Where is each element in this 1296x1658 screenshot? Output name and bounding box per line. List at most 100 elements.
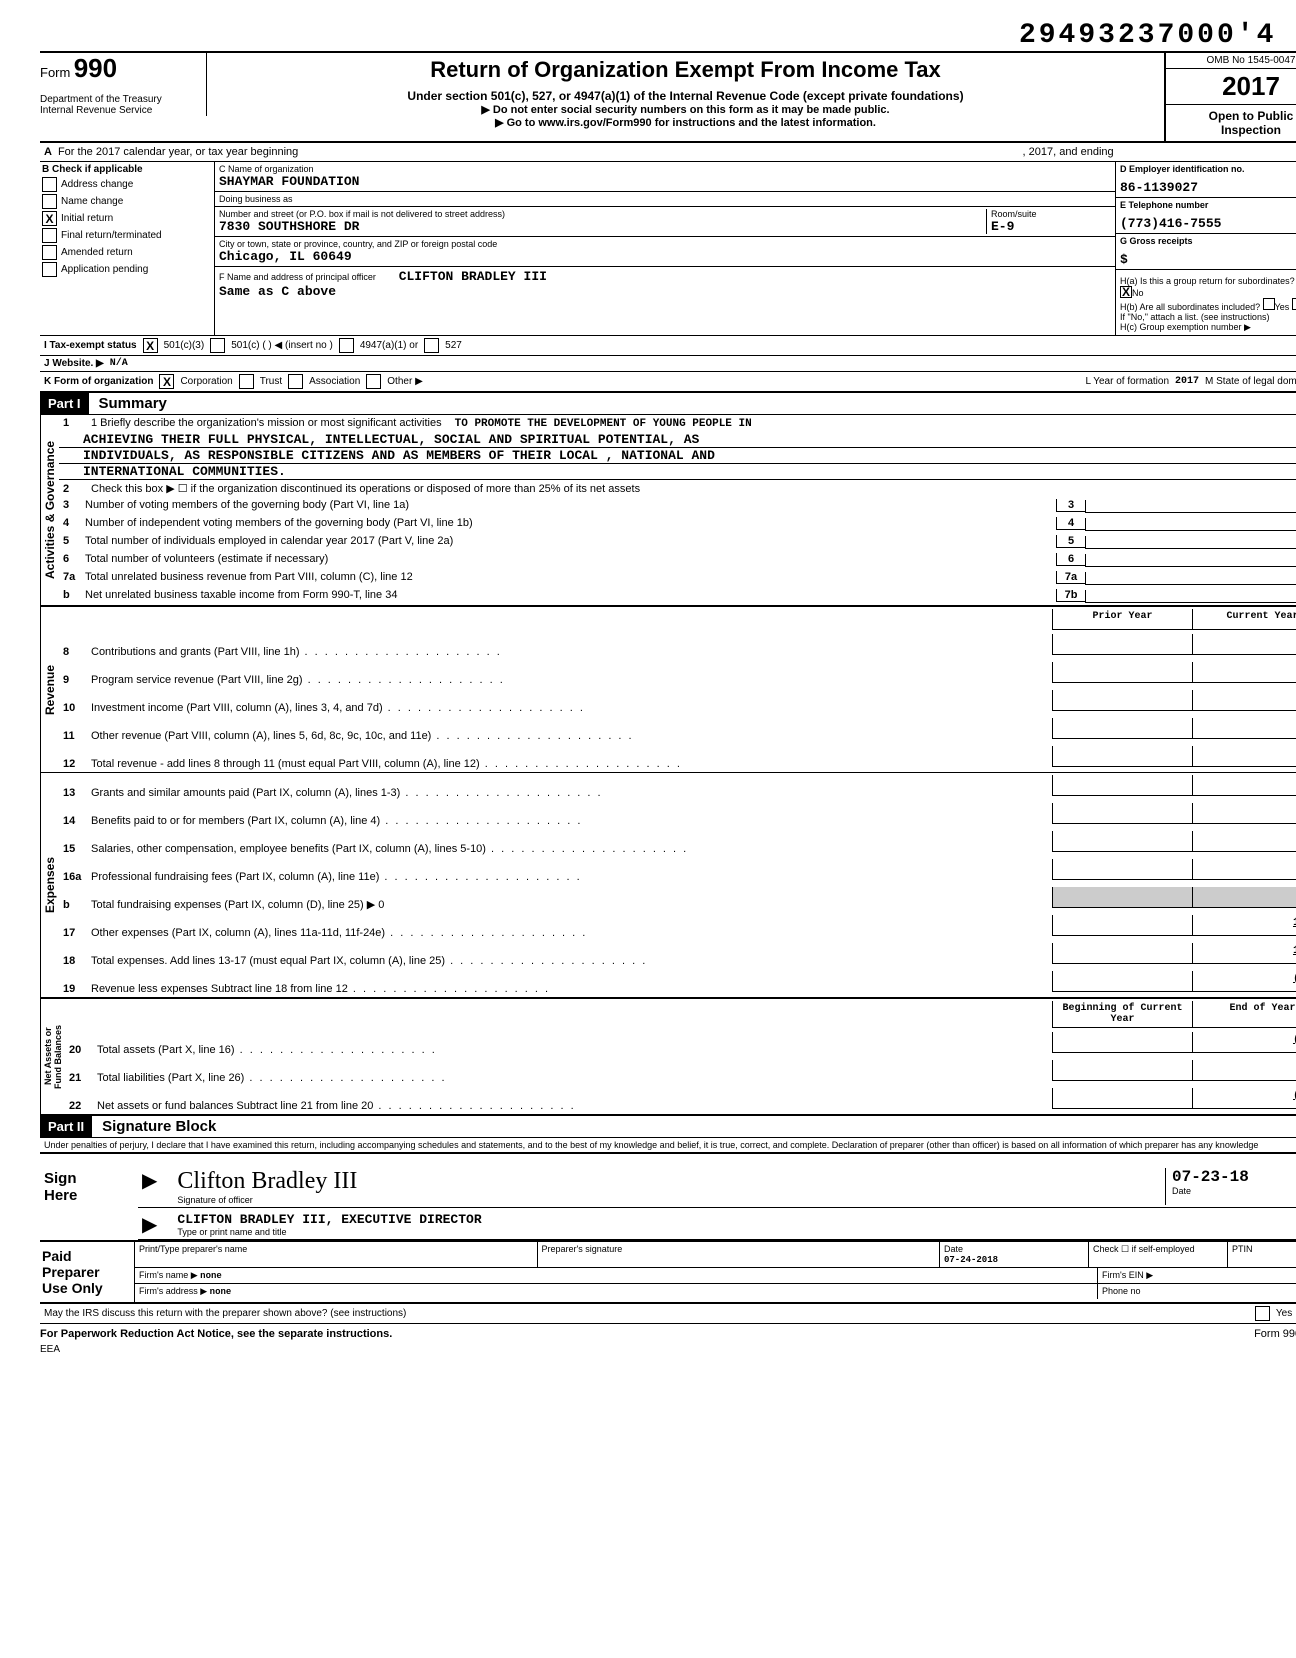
firm-ein-caption: Firm's EIN ▶	[1098, 1268, 1296, 1283]
preparer-name-hdr: Print/Type preparer's name	[135, 1242, 538, 1267]
line-8: Contributions and grants (Part VIII, lin…	[91, 646, 1046, 658]
ein-caption: D Employer identification no.	[1120, 164, 1296, 174]
column-d-e-g-h: D Employer identification no. 86-1139027…	[1115, 162, 1296, 335]
line-7b: Net unrelated business taxable income fr…	[85, 589, 1056, 601]
line-15: Salaries, other compensation, employee b…	[91, 843, 1046, 855]
dba-caption: Doing business as	[219, 194, 293, 204]
tax-year: 2017	[1166, 69, 1296, 105]
signature-block: Sign Here ▶ Clifton Bradley III Signatur…	[40, 1152, 1296, 1240]
h-a-question: H(a) Is this a group return for subordin…	[1120, 276, 1295, 286]
org-name-caption: C Name of organization	[219, 164, 1111, 174]
dollar-sign: $	[1120, 252, 1128, 267]
eea-mark: EEA	[40, 1344, 1296, 1355]
phone: (773)416-7555	[1120, 216, 1296, 231]
phone-caption: E Telephone number	[1120, 200, 1296, 210]
preparer-date: 07-24-2018	[944, 1255, 998, 1265]
line-12: Total revenue - add lines 8 through 11 (…	[91, 758, 1046, 770]
line-13: Grants and similar amounts paid (Part IX…	[91, 787, 1046, 799]
vert-governance: Activities & Governance	[40, 415, 59, 605]
line-20: Total assets (Part X, line 16)	[97, 1044, 1046, 1056]
mission-line-2: INDIVIDUALS, AS RESPONSIBLE CITIZENS AND…	[59, 448, 1296, 464]
scan-id: 29493237000'4 8	[40, 20, 1296, 51]
dept-irs: Internal Revenue Service	[40, 105, 200, 116]
chk-trust[interactable]	[239, 374, 254, 389]
chk-501c[interactable]	[210, 338, 225, 353]
chk-527[interactable]	[424, 338, 439, 353]
dept-treasury: Department of the Treasury	[40, 94, 200, 105]
governance-section: Activities & Governance 1 1 Briefly desc…	[40, 414, 1296, 605]
preparer-sig-hdr: Preparer's signature	[538, 1242, 941, 1267]
chk-application-pending[interactable]	[42, 262, 57, 277]
form-number: 990	[74, 53, 117, 83]
part-i-header: Part I Summary	[40, 391, 1296, 414]
paid-preparer-label: Paid Preparer Use Only	[40, 1242, 135, 1302]
line-16b: Total fundraising expenses (Part IX, col…	[91, 898, 1046, 911]
expenses-section: Expenses 13Grants and similar amounts pa…	[40, 772, 1296, 997]
firm-address: none	[210, 1287, 232, 1297]
section-b-c-d: B Check if applicable Address change Nam…	[40, 161, 1296, 335]
line-14: Benefits paid to or for members (Part IX…	[91, 815, 1046, 827]
line-11: Other revenue (Part VIII, column (A), li…	[91, 730, 1046, 742]
org-name: SHAYMAR FOUNDATION	[219, 174, 1111, 189]
row-a-tax-year: A For the 2017 calendar year, or tax yea…	[40, 141, 1296, 161]
chk-final-return[interactable]	[42, 228, 57, 243]
ptin-hdr: PTIN	[1228, 1242, 1296, 1267]
line-5: Total number of individuals employed in …	[85, 535, 1056, 547]
line-9: Program service revenue (Part VIII, line…	[91, 674, 1046, 686]
row-k-form-org: K Form of organization XCorporation Trus…	[40, 371, 1296, 391]
form-label: Form	[40, 65, 70, 80]
row-j-website: J Website. ▶ N/A	[40, 355, 1296, 371]
officer-name-title: CLIFTON BRADLEY III, EXECUTIVE DIRECTOR	[177, 1212, 481, 1227]
firm-name: none	[200, 1271, 222, 1281]
line-10: Investment income (Part VIII, column (A)…	[91, 702, 1046, 714]
form-subtitle: Under section 501(c), 527, or 4947(a)(1)…	[221, 89, 1150, 103]
hdr-prior-year: Prior Year	[1052, 609, 1192, 630]
h-c-group-exemption: H(c) Group exemption number ▶	[1120, 322, 1296, 333]
vert-net-assets: Net Assets or Fund Balances	[40, 999, 65, 1114]
paperwork-notice: For Paperwork Reduction Act Notice, see …	[40, 1328, 392, 1340]
discuss-row: May the IRS discuss this return with the…	[40, 1302, 1296, 1323]
mission-caption: 1 Briefly describe the organization's mi…	[91, 417, 442, 429]
chk-4947[interactable]	[339, 338, 354, 353]
revenue-section: Revenue Prior YearCurrent Year 8Contribu…	[40, 605, 1296, 772]
ein: 86-1139027	[1120, 180, 1296, 195]
line-2-discontinued: Check this box ▶ ☐ if the organization d…	[91, 482, 1296, 495]
principal-officer: CLIFTON BRADLEY III	[399, 269, 547, 284]
gross-receipts-caption: G Gross receipts	[1120, 236, 1296, 246]
h-b-question: H(b) Are all subordinates included?	[1120, 302, 1260, 312]
mission-line-3: INTERNATIONAL COMMUNITIES.	[59, 464, 1296, 480]
chk-discuss-yes[interactable]	[1255, 1306, 1270, 1321]
hdr-current-year: Current Year	[1192, 609, 1296, 630]
vert-expenses: Expenses	[40, 773, 59, 997]
firm-phone-caption: Phone no	[1098, 1284, 1296, 1299]
net-assets-section: Net Assets or Fund Balances Beginning of…	[40, 997, 1296, 1114]
chk-address-change[interactable]	[42, 177, 57, 192]
chk-hb-yes[interactable]	[1263, 298, 1275, 310]
officer-address: Same as C above	[219, 284, 547, 299]
line-6: Total number of volunteers (estimate if …	[85, 553, 1056, 565]
chk-ha-no[interactable]: X	[1120, 286, 1132, 298]
inspection: Inspection	[1168, 123, 1296, 137]
line-16a: Professional fundraising fees (Part IX, …	[91, 871, 1046, 883]
line-22: Net assets or fund balances Subtract lin…	[97, 1100, 1046, 1112]
city-caption: City or town, state or province, country…	[219, 239, 497, 249]
form-number-block: Form 990 Department of the Treasury Inte…	[40, 53, 207, 116]
line-18: Total expenses. Add lines 13-17 (must eq…	[91, 955, 1046, 967]
chk-initial-return[interactable]: X	[42, 211, 57, 226]
line-19: Revenue less expenses Subtract line 18 f…	[91, 983, 1046, 995]
website-value: N/A	[110, 358, 128, 369]
chk-association[interactable]	[288, 374, 303, 389]
room-suite: E-9	[991, 219, 1111, 234]
footer: For Paperwork Reduction Act Notice, see …	[40, 1323, 1296, 1340]
chk-amended[interactable]	[42, 245, 57, 260]
chk-name-change[interactable]	[42, 194, 57, 209]
line-4: Number of independent voting members of …	[85, 517, 1056, 529]
h-note: If "No," attach a list. (see instruction…	[1120, 312, 1296, 322]
chk-other[interactable]	[366, 374, 381, 389]
chk-corporation[interactable]: X	[159, 374, 174, 389]
chk-501c3[interactable]: X	[143, 338, 158, 353]
chk-hb-no[interactable]	[1292, 298, 1296, 310]
officer-caption: F Name and address of principal officer	[219, 272, 376, 282]
hdr-beginning-year: Beginning of Current Year	[1052, 1001, 1192, 1028]
form-header: Form 990 Department of the Treasury Inte…	[40, 51, 1296, 141]
